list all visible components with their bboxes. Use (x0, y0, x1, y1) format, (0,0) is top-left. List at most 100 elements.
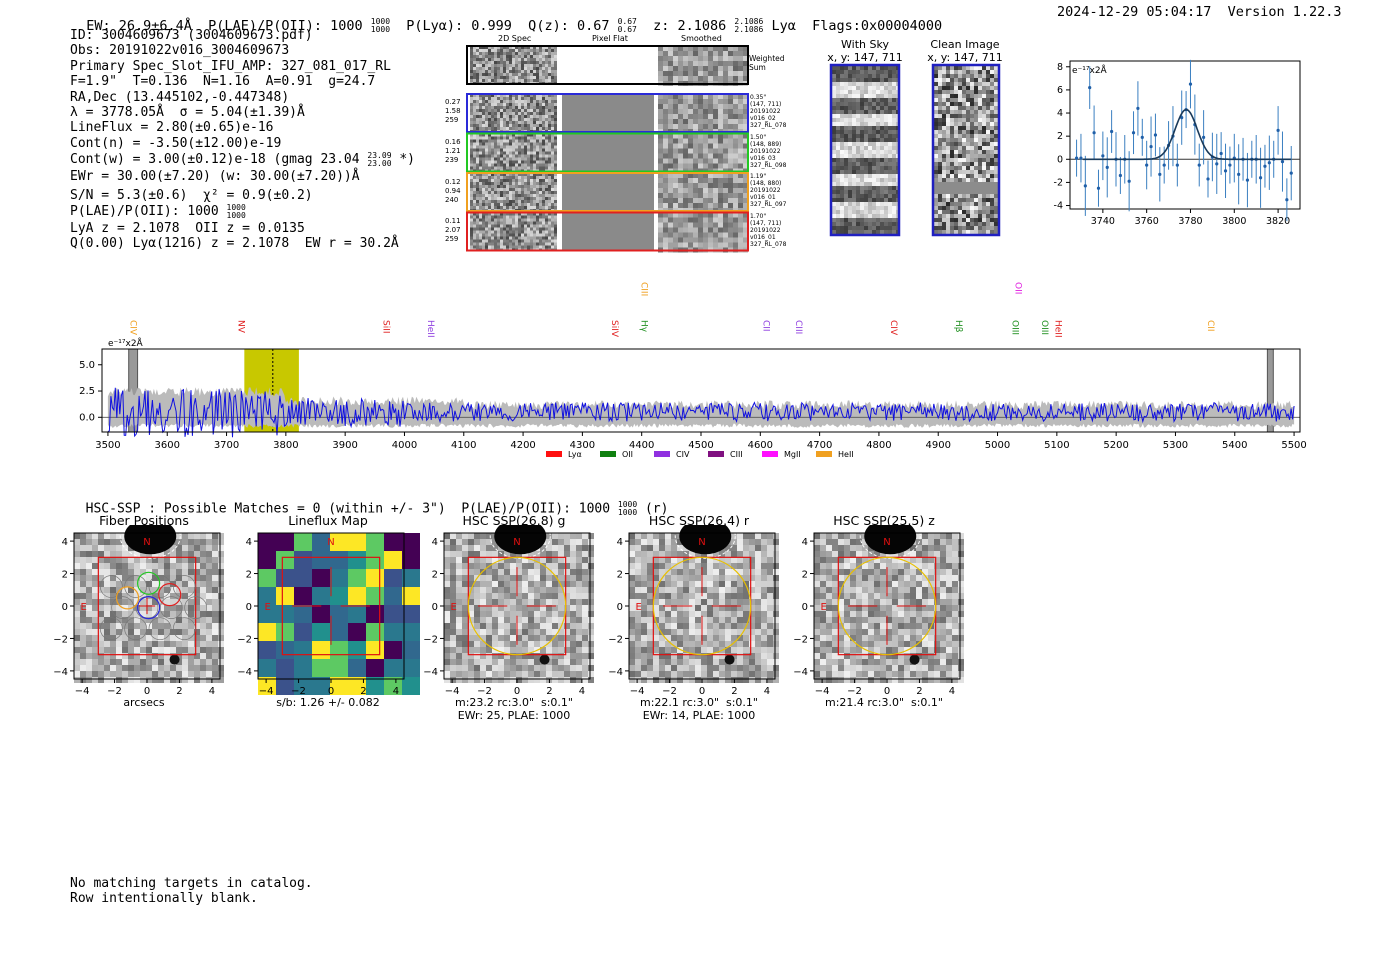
cutout-clean-frame (931, 63, 1001, 237)
spec2d-panel: 2D Spec Pixel Flat Smoothed Weighted Sum… (440, 30, 800, 260)
header-qz-sup: 0.67 (617, 17, 637, 26)
line-label-heii: HeII (1053, 320, 1063, 338)
header-plya-qz: P(Lyα): 0.999 Q(z): 0.67 (390, 18, 618, 34)
spec2d-row2-left: 0.12 0.94 240 (445, 178, 461, 204)
stamp-xtick-label: −4 (259, 686, 274, 697)
stamp-xtick-label: 4 (393, 686, 399, 697)
info-gmag-sub: 23.00 (367, 158, 392, 168)
east-label: E (80, 602, 86, 613)
stamp-xtick-label: 0 (514, 686, 520, 697)
line-label-hγ: Hγ (639, 320, 649, 333)
zoom-ytick-label: 8 (1057, 62, 1063, 73)
fiber-circle (159, 596, 183, 619)
full-xtick-label: 4500 (688, 440, 713, 451)
legend-swatch-heii (816, 451, 832, 457)
detection-info: ID: 3004609673 (3004609673.pdf) Obs: 201… (70, 28, 415, 252)
fiber-highlight (115, 586, 140, 610)
header-z: z: 2.1086 (636, 18, 735, 34)
stamp-hsc-3: N E −4 −4 −2 −2 0 0 2 2 4 4 (608, 525, 779, 697)
stamp-ytick-label: 4 (802, 537, 808, 548)
spec2d-row1-right: 1.50" (148, 889) 20191022 v016_03 327_RL… (750, 134, 787, 169)
legend-swatch-lyα (546, 451, 562, 457)
north-label: N (883, 537, 890, 548)
full-xtick-label: 3600 (155, 440, 180, 451)
zoom-point (1105, 165, 1109, 169)
full-ytick-label: 5.0 (79, 360, 95, 371)
bright-star-mask (674, 525, 736, 559)
legend-swatch-mgii (762, 451, 778, 457)
header-z-sup: 2.1086 (734, 17, 764, 26)
zoom-point (1237, 172, 1241, 176)
hsc-sub: 1000 (617, 508, 638, 517)
zoom-point (1289, 171, 1293, 175)
info-lambda: λ = 3778.05Å σ = 5.04(±1.39)Å (70, 105, 305, 121)
legend-label-heii: HeII (838, 450, 854, 459)
fiber-circle (124, 575, 147, 598)
legend-label-mgii: MgII (784, 450, 801, 459)
fiber-circle (124, 617, 147, 641)
zoom-axes-frame (1069, 60, 1301, 210)
zoom-point (1101, 154, 1105, 158)
stamp-ytick-label: 2 (246, 570, 252, 581)
full-xtick-label: 4300 (570, 440, 595, 451)
full-xtick-label: 4400 (629, 440, 654, 451)
stamp-images: N E −4 −4 −2 −2 0 0 2 2 4 4 N E −4 −4 −2 −2 0 0 2 2 4 4 N E −4 −4 −2… (53, 525, 964, 697)
zoom-xtick-label: 3820 (1266, 216, 1290, 227)
stamp-ytick-label: −2 (423, 634, 438, 645)
zoom-point (1153, 133, 1158, 137)
fiber-circle (148, 575, 172, 598)
info-obs: Obs: 20191022v016_3004609673 (70, 43, 290, 59)
zoom-xtick-label: 3760 (1135, 216, 1159, 227)
line-label-oiii: OIII (1009, 320, 1019, 335)
zoom-point (1263, 164, 1267, 168)
full-xtick-label: 5500 (1281, 440, 1306, 451)
full-xtick-label: 5100 (1044, 440, 1069, 451)
cutout-with-sky (829, 63, 901, 237)
bright-star (679, 525, 732, 555)
info-plae-sup: 1000 (226, 202, 246, 212)
cutout-clean-caption: Clean Image x, y: 147, 711 (927, 38, 1003, 64)
zoom-point (1162, 163, 1166, 167)
spec2d-row-4 (466, 211, 749, 253)
line-label-cii: CII (760, 320, 770, 332)
hsc-sup: 1000 (617, 500, 638, 509)
cutout-with-sky-frame (829, 63, 901, 237)
north-label: N (698, 537, 705, 548)
zoom-point (1206, 177, 1210, 181)
stamp-caption-flux: s/b: 1.26 +/- 0.082 (276, 696, 380, 709)
zoom-xtick-label: 3780 (1178, 216, 1202, 227)
line-label-cii: CII (1205, 320, 1215, 332)
stamp-ytick-label: 0 (617, 602, 623, 613)
spec2d-row2-right: 1.19" (148, 880) 20191022 v016_01 327_RL… (750, 173, 787, 208)
zoom-ytick-label: 2 (1057, 131, 1063, 142)
zoom-point (1197, 163, 1201, 167)
fiber-highlight (158, 583, 182, 607)
stamp-ytick-label: −4 (237, 667, 252, 678)
stamp-caption-fiber: arcsecs (123, 696, 165, 709)
full-ytick-label: 0.0 (79, 412, 95, 423)
footer-line-1: No matching targets in catalog. (70, 876, 313, 891)
stamp-xtick-label: −2 (477, 686, 492, 697)
catalog-aperture (837, 556, 937, 656)
fiber-highlight (137, 571, 161, 595)
stamp-ytick-label: −4 (608, 667, 623, 678)
spec2d-row3-left: 0.11 2.07 259 (445, 217, 461, 243)
stamp-xtick-label: −2 (107, 686, 122, 697)
stamp-xtick-label: −2 (662, 686, 677, 697)
stamp-title-flux: Lineflux Map (288, 513, 368, 528)
faint-source (724, 654, 735, 665)
full-xtick-label: 5200 (1103, 440, 1128, 451)
zoom-point (1258, 176, 1263, 180)
aperture-box (281, 556, 381, 656)
zoom-point (1079, 156, 1083, 160)
zoom-point (1223, 169, 1228, 173)
full-xtick-label: 4600 (748, 440, 773, 451)
stamp-xtick-label: −2 (291, 686, 306, 697)
zoom-point (1145, 163, 1149, 167)
stamp-title-hsc-g: HSC SSP(26.8) g (462, 513, 566, 528)
bright-star-mask (119, 525, 181, 559)
header-plae-sup: 1000 (370, 17, 391, 26)
bright-star (494, 525, 547, 555)
cutout-clean (931, 63, 1001, 237)
zoom-point (1245, 178, 1250, 182)
